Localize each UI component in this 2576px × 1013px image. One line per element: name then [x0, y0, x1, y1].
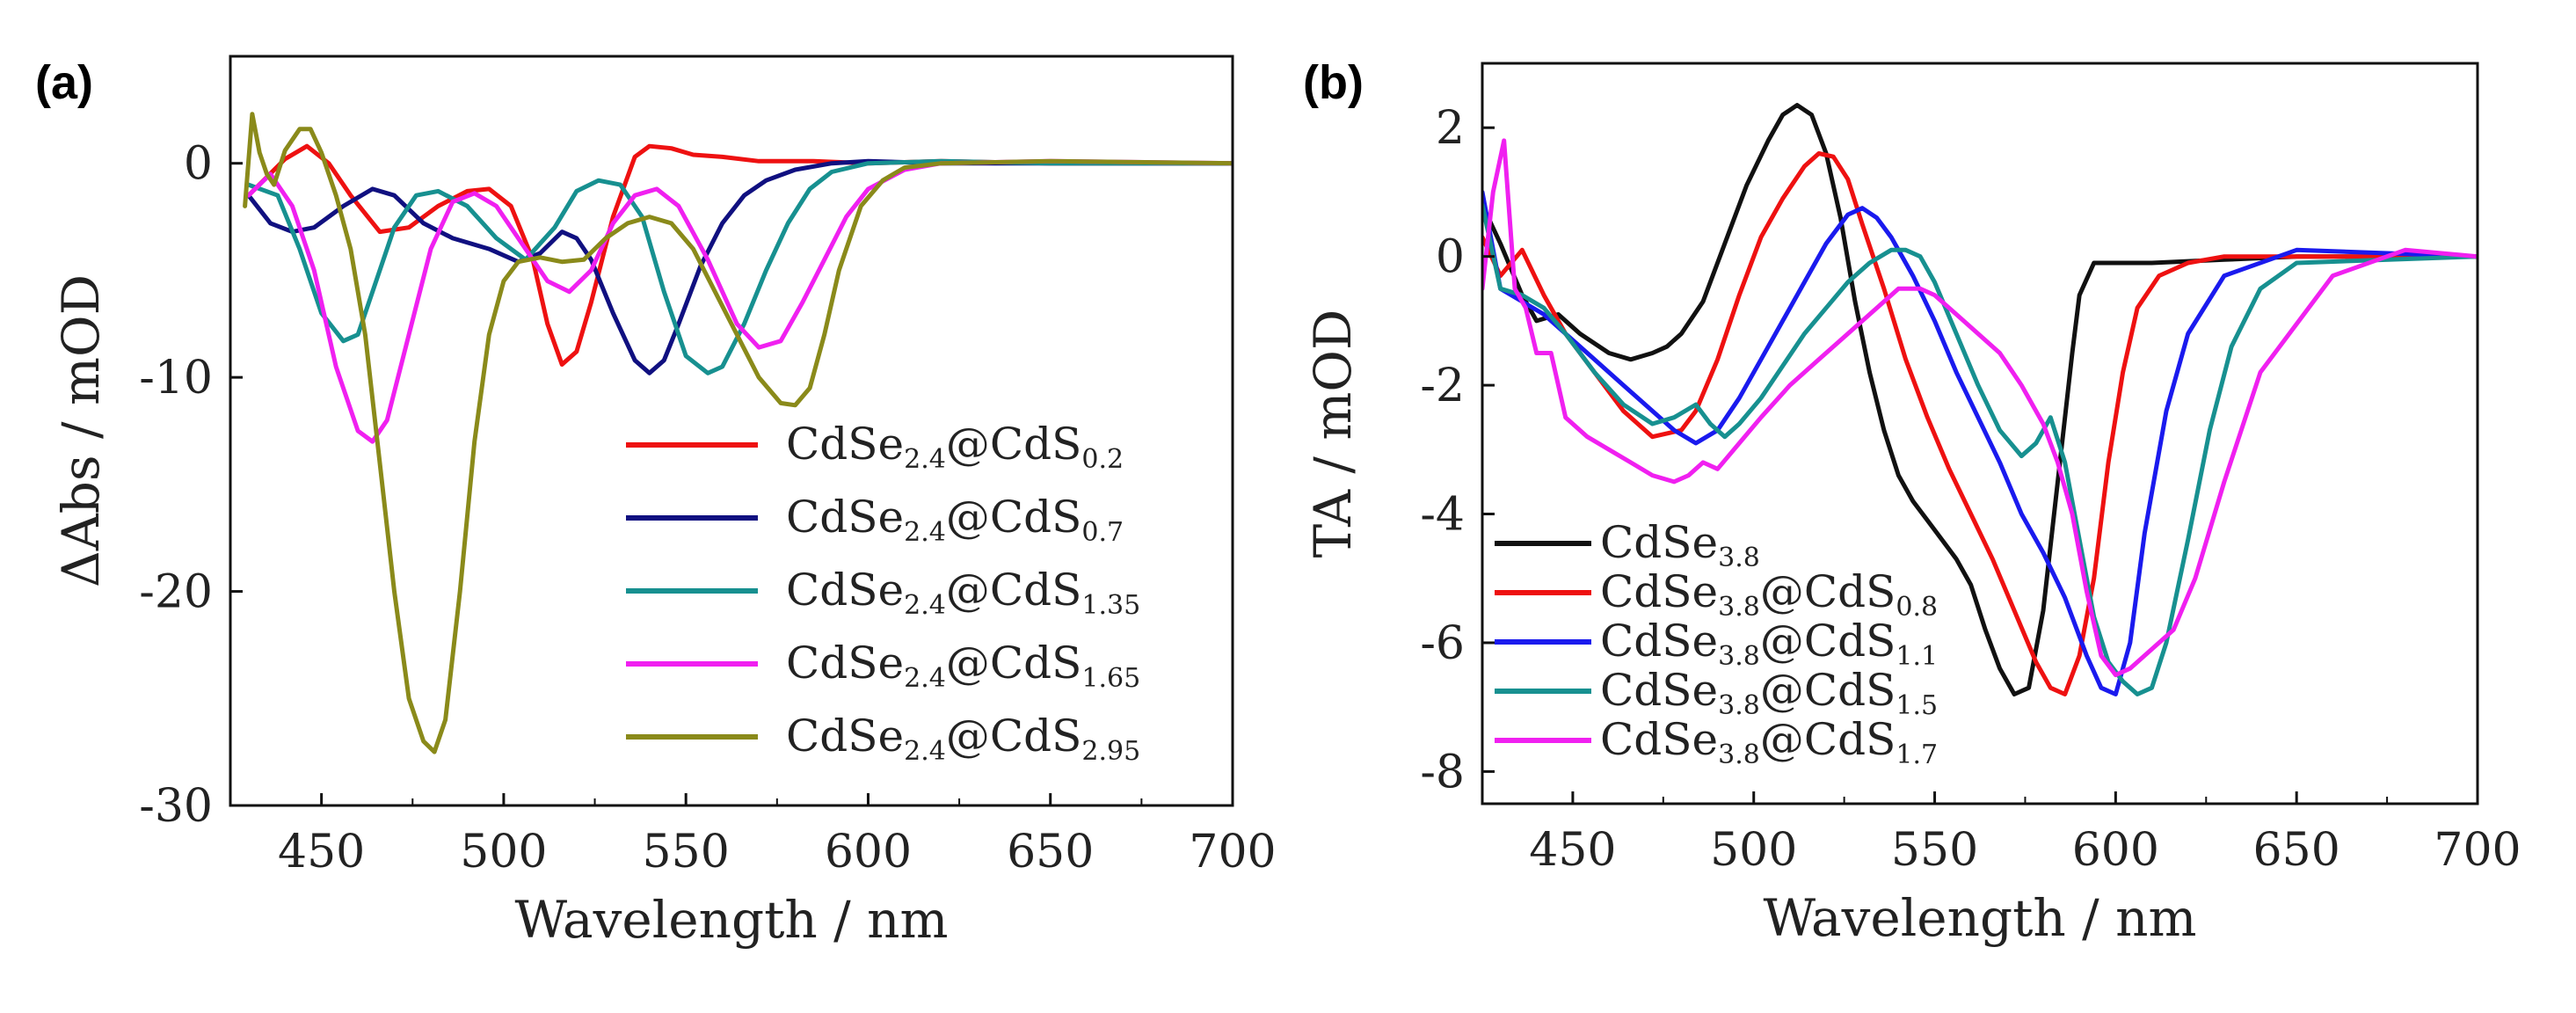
plot-frame — [229, 55, 1234, 807]
series-line-3 — [1482, 189, 2478, 696]
series-line-1 — [246, 143, 1233, 367]
legend-label-3: CdSe2.4@CdS1.35 — [786, 565, 1140, 621]
legend-label-1: CdSe3.8 — [1600, 517, 1760, 573]
plot-frame — [1481, 62, 2479, 805]
series-line-4 — [1482, 202, 2478, 696]
series-line-2 — [246, 158, 1233, 375]
panel-label: (b) — [1303, 56, 1364, 109]
y-tick-label: -2 — [1420, 360, 1465, 412]
x-tick-label: 450 — [1529, 824, 1616, 877]
panel-a: (a) 450 500 550 600 650 700 0 -10 -20 -30 Wavelengt… — [35, 55, 1277, 950]
series-line-2 — [1482, 151, 2478, 696]
x-tick-label: 650 — [1007, 826, 1094, 878]
y-tick-label: -30 — [139, 780, 213, 833]
y-tick-label: 0 — [184, 138, 213, 191]
x-tick-label: 600 — [825, 826, 912, 878]
y-tick-label: -8 — [1420, 746, 1465, 798]
x-tick-label: 550 — [643, 826, 730, 878]
x-tick-label: 500 — [1710, 824, 1797, 877]
legend-label-2: CdSe3.8@CdS0.8 — [1600, 566, 1938, 623]
series-line-4 — [246, 158, 1233, 444]
series-line-5 — [243, 112, 1233, 754]
y-tick-label: -6 — [1420, 617, 1465, 670]
x-tick-label: 500 — [460, 826, 547, 878]
x-tick-label: 650 — [2253, 824, 2340, 877]
x-tick-label: 700 — [2434, 824, 2521, 877]
panel-b: (b) 450 500 550 600 650 700 2 0 -2 -4 -6 -8 Wavelengt… — [1303, 56, 2521, 948]
series-lines — [243, 112, 1233, 754]
y-tick-label: -20 — [139, 566, 213, 619]
legend: CdSe3.8CdSe3.8@CdS0.8CdSe3.8@CdS1.1CdSe3… — [1495, 517, 1938, 770]
y-axis-title: TA / mOD — [1303, 310, 1363, 558]
legend-label-4: CdSe2.4@CdS1.65 — [786, 638, 1140, 694]
legend-label-4: CdSe3.8@CdS1.5 — [1600, 665, 1938, 721]
x-tick-label: 550 — [1891, 824, 1978, 877]
series-line-3 — [246, 158, 1233, 375]
series-lines — [1482, 103, 2478, 696]
x-tick-label: 600 — [2072, 824, 2159, 877]
legend-label-2: CdSe2.4@CdS0.7 — [786, 492, 1124, 548]
y-tick-label: 2 — [1436, 102, 1465, 155]
legend: CdSe2.4@CdS0.2 CdSe2.4@CdS0.7 CdSe2.4@CdS1… — [626, 419, 1140, 767]
x-axis-title: Wavelength / nm — [1763, 888, 2196, 948]
y-tick-label: -10 — [139, 352, 213, 404]
x-axis-title: Wavelength / nm — [514, 890, 948, 950]
panel-label: (a) — [35, 56, 93, 109]
y-tick-label: -4 — [1420, 489, 1465, 542]
legend-label-5: CdSe2.4@CdS2.95 — [786, 711, 1140, 767]
legend-label-1: CdSe2.4@CdS0.2 — [786, 419, 1124, 475]
series-line-1 — [1482, 103, 2478, 696]
y-tick-label: 0 — [1436, 231, 1465, 284]
series-line-5 — [1482, 138, 2478, 678]
x-tick-label: 700 — [1189, 826, 1276, 878]
legend-label-5: CdSe3.8@CdS1.7 — [1600, 714, 1938, 770]
x-tick-label: 450 — [278, 826, 365, 878]
legend-label-3: CdSe3.8@CdS1.1 — [1600, 616, 1938, 672]
y-axis-title: ΔAbs / mOD — [51, 274, 111, 587]
